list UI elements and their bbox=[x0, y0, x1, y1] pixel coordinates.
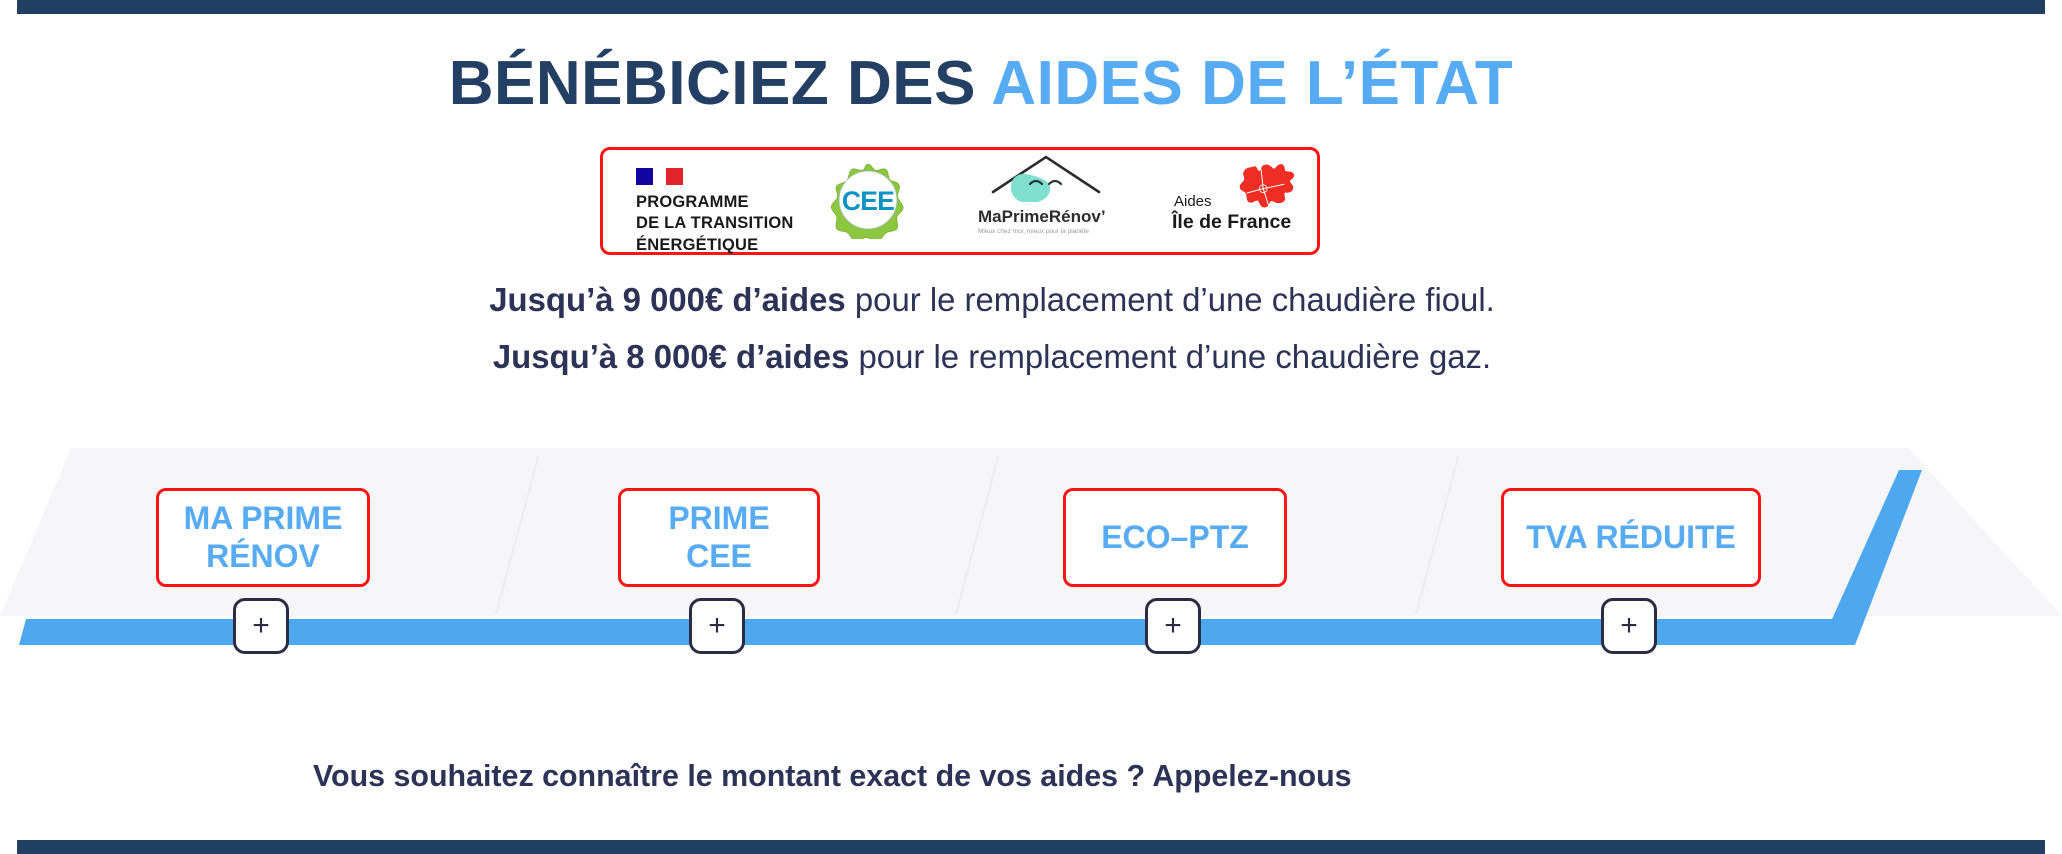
svg-text:CEE: CEE bbox=[842, 186, 894, 216]
